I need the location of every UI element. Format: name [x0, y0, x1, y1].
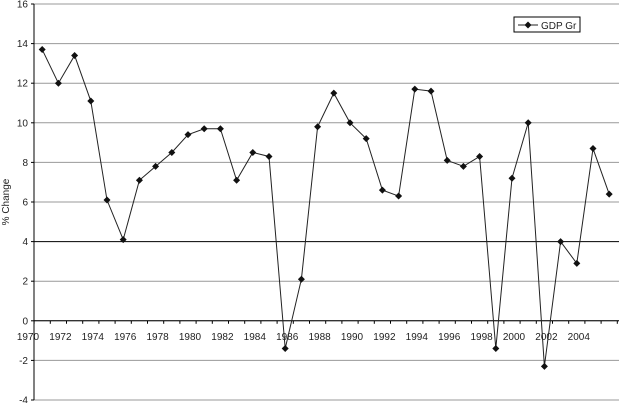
data-point-marker	[265, 152, 273, 160]
data-point-marker	[87, 97, 95, 105]
data-point-marker	[346, 119, 354, 127]
y-tick-label: 4	[22, 237, 28, 248]
data-point-marker	[119, 236, 127, 244]
x-tick-label: 2002	[535, 332, 558, 343]
x-tick-label: 1992	[373, 332, 396, 343]
y-tick-label: 6	[22, 198, 28, 209]
data-point-marker	[103, 196, 111, 204]
y-tick-label: 2	[22, 277, 28, 288]
x-tick-label: 1976	[114, 332, 137, 343]
y-tick-label: 8	[22, 158, 28, 169]
y-tick-label: -2	[19, 356, 28, 367]
x-tick-label: 1994	[406, 332, 429, 343]
x-tick-label: 1998	[470, 332, 493, 343]
x-tick-label: 1980	[179, 332, 202, 343]
data-point-marker	[557, 238, 565, 246]
x-tick-label: 2000	[503, 332, 526, 343]
x-tick-label: 1970	[17, 332, 40, 343]
data-point-marker	[508, 174, 516, 182]
legend-box	[513, 16, 581, 33]
x-tick-label: 1988	[308, 332, 331, 343]
x-tick-label: 1982	[211, 332, 234, 343]
data-point-marker	[216, 125, 224, 133]
data-point-marker	[184, 131, 192, 139]
data-point-marker	[476, 152, 484, 160]
data-point-marker	[492, 345, 500, 353]
series-gdp-gr	[38, 46, 613, 370]
data-point-marker	[605, 190, 613, 198]
data-point-marker	[54, 79, 62, 87]
data-point-marker	[573, 259, 581, 267]
data-point-marker	[524, 119, 532, 127]
data-point-marker	[589, 145, 597, 153]
data-point-marker	[249, 149, 257, 156]
data-point-marker	[411, 85, 419, 93]
y-tick-label: 16	[17, 0, 29, 11]
y-tick-label: 12	[17, 79, 29, 90]
legend-diamond-marker	[524, 21, 532, 29]
data-point-marker	[459, 162, 467, 170]
data-point-marker	[443, 156, 451, 164]
data-point-marker	[38, 46, 46, 54]
data-point-marker	[362, 135, 370, 143]
x-tick-label: 1974	[82, 332, 105, 343]
legend: GDP Gr	[513, 16, 581, 33]
x-tick-label: 2004	[568, 332, 591, 343]
y-tick-label: -4	[19, 396, 28, 404]
x-tick-label: 1978	[146, 332, 169, 343]
data-point-marker	[233, 176, 241, 184]
data-point-marker	[281, 345, 289, 353]
data-point-marker	[168, 149, 176, 156]
x-tick-label: 1984	[244, 332, 267, 343]
series-line	[41, 49, 610, 367]
data-point-marker	[135, 176, 143, 184]
legend-label: GDP Gr	[541, 21, 577, 32]
data-point-marker	[200, 125, 208, 133]
x-axis-ticks: 1970 1972 1974 1976 1978 1980 1982 1984 1986 1988…	[17, 320, 618, 343]
data-point-marker	[314, 123, 322, 131]
y-axis-label: % Change	[1, 178, 12, 225]
data-point-marker	[297, 275, 305, 283]
y-tick-label: 0	[22, 316, 28, 327]
data-point-marker	[152, 162, 160, 170]
data-point-marker	[395, 192, 403, 200]
data-point-marker	[540, 362, 548, 370]
x-tick-label: 1990	[341, 332, 364, 343]
y-axis-ticks: -4 -2 0 2 4 6 8 10 12 14 16	[17, 0, 34, 407]
y-tick-label: 14	[17, 39, 29, 50]
x-tick-label: 1996	[438, 332, 461, 343]
data-point-marker	[427, 87, 435, 95]
data-point-marker	[71, 51, 79, 59]
data-point-marker	[330, 89, 338, 97]
y-tick-label: 10	[17, 118, 29, 129]
data-point-marker	[378, 186, 386, 194]
x-tick-label: 1972	[49, 332, 72, 343]
